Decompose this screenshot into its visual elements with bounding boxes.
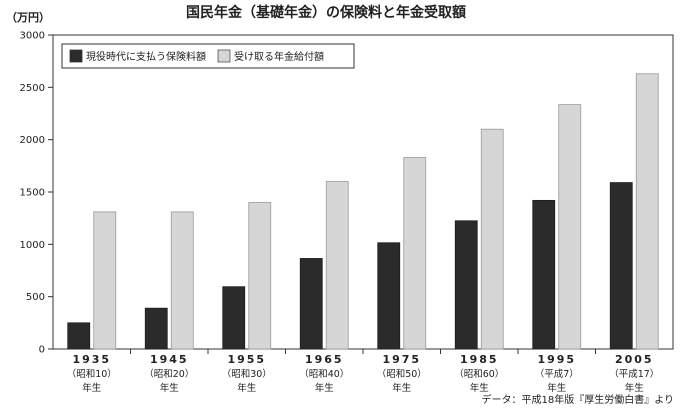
x-category-suffix: 年生 — [82, 382, 102, 394]
bar-premium — [67, 322, 91, 350]
x-category-era: （昭和10） — [67, 368, 117, 380]
bar-benefit — [248, 202, 272, 350]
x-category-suffix: 年生 — [392, 382, 412, 394]
x-category-year: 2005 — [615, 353, 654, 366]
bar-benefit — [93, 211, 117, 350]
legend-swatch-benefit — [217, 49, 231, 63]
y-tick-label: 1500 — [20, 188, 45, 199]
x-category-year: 1935 — [72, 353, 111, 366]
y-tick-label: 1000 — [20, 240, 45, 251]
x-category-suffix: 年生 — [470, 382, 490, 394]
bar-premium — [609, 182, 633, 350]
x-category-era: （昭和20） — [144, 368, 194, 380]
bar-premium — [454, 220, 478, 350]
x-category-year: 1995 — [537, 353, 576, 366]
y-tick-label: 3000 — [20, 31, 45, 42]
bar-benefit — [480, 128, 504, 350]
x-category-year: 1945 — [150, 353, 189, 366]
y-tick-label: 2500 — [20, 83, 45, 94]
x-category-era: （昭和60） — [454, 368, 504, 380]
legend-box — [61, 43, 355, 69]
x-category-year: 1975 — [382, 353, 421, 366]
x-category-era: （昭和50） — [377, 368, 427, 380]
bar-premium — [299, 258, 323, 350]
bar-benefit — [403, 157, 427, 350]
bar-benefit — [558, 104, 582, 350]
y-axis-unit-label: （万円） — [6, 11, 50, 24]
x-axis: 1935 （昭和10） 年生 1945 （昭和20） 年生 1955 （昭和30） 年生 1965… — [67, 349, 659, 394]
x-category-era: （平成17） — [609, 368, 659, 380]
y-tick-label: 0 — [39, 345, 45, 356]
bar-premium — [532, 199, 556, 350]
y-axis: 0 500 1000 1500 2000 2500 3000 — [20, 31, 53, 356]
x-category-suffix: 年生 — [237, 382, 257, 394]
bar-premium — [377, 242, 401, 350]
x-category-era: （平成7） — [535, 368, 579, 380]
x-category-year: 1955 — [227, 353, 266, 366]
bar-premium — [222, 286, 246, 350]
y-tick-label: 500 — [26, 292, 45, 303]
source-note: データ：平成18年版『厚生労働白書』より — [481, 393, 674, 406]
bars — [67, 73, 659, 350]
x-category-suffix: 年生 — [625, 382, 645, 394]
x-category-suffix: 年生 — [315, 382, 335, 394]
bar-benefit — [635, 73, 659, 350]
bar-benefit — [325, 181, 349, 350]
legend-label-premium: 現役時代に支払う保険料額 — [86, 50, 206, 63]
x-category-suffix: 年生 — [160, 382, 180, 394]
legend-swatch-premium — [69, 49, 83, 63]
x-category-era: （昭和30） — [222, 368, 272, 380]
legend: 現役時代に支払う保険料額 受け取る年金給付額 — [61, 43, 355, 69]
bar-premium — [144, 307, 168, 350]
x-category-year: 1985 — [460, 353, 499, 366]
y-tick-label: 2000 — [20, 135, 45, 146]
bar-benefit — [170, 211, 194, 350]
x-category-era: （昭和40） — [299, 368, 349, 380]
legend-label-benefit: 受け取る年金給付額 — [234, 50, 324, 63]
x-category-suffix: 年生 — [547, 382, 567, 394]
x-category-year: 1965 — [305, 353, 344, 366]
chart-title: 国民年金（基礎年金）の保険料と年金受取額 — [186, 4, 466, 21]
